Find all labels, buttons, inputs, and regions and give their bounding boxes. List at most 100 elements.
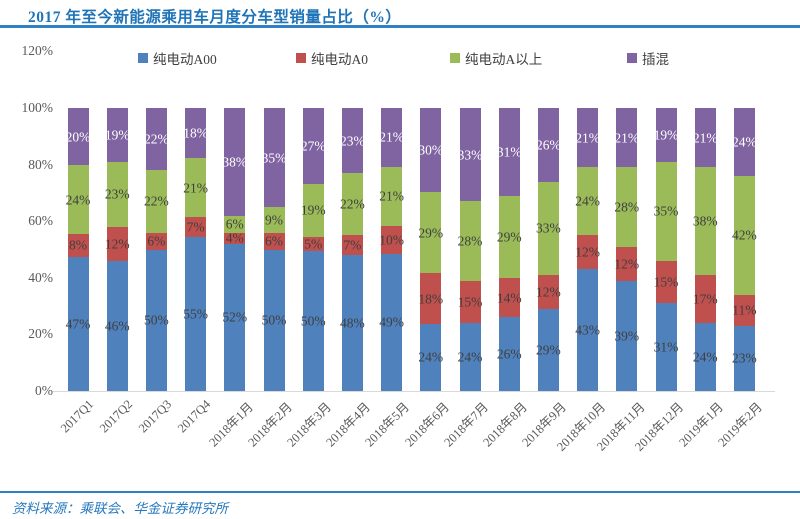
bar-segment: 12% (536, 274, 561, 309)
bar-value-label: 49% (379, 314, 404, 330)
legend-item: 纯电动A0 (296, 48, 368, 68)
bar-segment: 9% (263, 207, 285, 233)
bar-value-label: 17% (692, 291, 718, 307)
bar-value-label: 18% (183, 125, 208, 141)
bar-segment: 21% (575, 108, 600, 168)
bar-segment: 21% (693, 108, 718, 168)
legend-swatch-icon (450, 53, 460, 63)
bar-segment: 19% (654, 108, 678, 162)
bar-segment: 26% (536, 108, 561, 182)
bar-value-label: 28% (457, 233, 483, 249)
bar-segment: 33% (457, 108, 483, 202)
bar-value-label: 12% (536, 284, 561, 300)
bar-value-label: 29% (536, 342, 561, 358)
bar-segment: 38% (693, 167, 718, 275)
chart-title: 2017 年至今新能源乘用车月度分车型销量占比（%） (28, 9, 402, 26)
bar-value-label: 24% (65, 191, 91, 207)
bar-segment: 49% (379, 253, 404, 391)
stacked-bar: 55% 7% 21% 18% (183, 108, 208, 391)
bar-segment: 21% (379, 108, 404, 167)
bar-segment: 23% (732, 325, 757, 391)
stacked-bar: 29% 12% 33% 26% (536, 108, 561, 391)
bar-value-label: 29% (496, 229, 522, 245)
x-axis-label: 2018年1月 (205, 399, 256, 450)
x-axis-label: 2017Q4 (175, 397, 214, 436)
stacked-bar: 26% 14% 29% 31% (496, 108, 522, 391)
bar-segment: 29% (418, 192, 443, 274)
legend-label: 纯电动A00 (153, 52, 217, 67)
bar-segment: 24% (65, 165, 91, 234)
plot-area: 47% 8% 24% 20% 46% 12% 23% 19% 50% 6% 22% 22% 55% 7% 2… (0, 108, 800, 391)
y-axis-label: 20% (28, 326, 53, 342)
bar-value-label: 6% (147, 233, 166, 249)
x-axis-label: 2018年6月 (401, 399, 452, 450)
stacked-bar: 24% 17% 38% 21% (692, 108, 718, 391)
bar-value-label: 12% (614, 255, 640, 271)
bar-value-label: 23% (732, 350, 757, 366)
stacked-bar: 49% 10% 21% 21% (379, 108, 404, 391)
bar-value-label: 35% (653, 203, 679, 219)
bar-value-label: 8% (69, 237, 87, 253)
bar-value-label: 12% (104, 236, 130, 252)
x-axis-label: 2017Q2 (96, 397, 136, 436)
x-axis-label: 2018年3月 (284, 399, 334, 450)
bar-value-label: 21% (575, 129, 600, 145)
title-underline (0, 25, 800, 28)
legend-label: 纯电动A以上 (465, 52, 543, 67)
bar-value-label: 24% (732, 134, 757, 150)
bar-segment: 43% (575, 269, 600, 391)
bar-segment: 55% (183, 236, 208, 391)
x-axis-label: 2018年8月 (480, 399, 530, 450)
stacked-bar: 50% 5% 19% 27% (300, 108, 326, 391)
x-axis-label: 2018年4月 (323, 399, 374, 450)
bar-value-label: 4% (225, 230, 244, 246)
bar-value-label: 23% (340, 132, 365, 148)
bar-value-label: 26% (496, 346, 522, 362)
bar-segment: 15% (653, 260, 679, 304)
bar-value-label: 21% (614, 129, 640, 145)
legend-swatch-icon (627, 53, 637, 63)
y-axis-label: 40% (28, 269, 53, 285)
bar-value-label: 14% (496, 289, 522, 305)
bar-value-label: 22% (144, 193, 169, 209)
stacked-bar: 50% 6% 22% 22% (144, 108, 169, 391)
bar-value-label: 23% (104, 186, 130, 202)
bar-segment: 22% (144, 170, 169, 233)
legend-item: 纯电动A以上 (450, 48, 542, 68)
bar-segment: 28% (614, 167, 639, 247)
bar-value-label: 6% (225, 216, 244, 232)
bar-value-label: 33% (457, 146, 483, 162)
stacked-bar: 46% 12% 23% 19% (104, 108, 130, 391)
bar-value-label: 38% (222, 154, 248, 170)
bar-segment: 30% (418, 108, 443, 193)
legend-swatch-icon (296, 53, 306, 63)
bar-value-label: 50% (144, 312, 169, 328)
bar-segment: 15% (458, 280, 482, 324)
bar-segment: 24% (692, 323, 718, 391)
bar-value-label: 24% (692, 349, 718, 365)
bar-segment: 35% (653, 161, 679, 261)
bar-segment: 38% (222, 108, 248, 216)
stacked-bar: 39% 12% 28% 21% (614, 108, 640, 391)
bar-value-label: 12% (575, 244, 600, 260)
bar-segment: 31% (654, 303, 678, 391)
x-axis-label: 2018年11月 (593, 399, 648, 454)
bar-value-label: 50% (300, 313, 326, 329)
bar-value-label: 15% (653, 274, 679, 290)
bar-value-label: 21% (379, 188, 404, 204)
bar-segment: 29% (536, 308, 561, 391)
x-axis-label: 2018年10月 (554, 399, 609, 454)
stacked-bar: 50% 6% 9% 35% (262, 108, 286, 391)
bar-segment: 21% (183, 158, 208, 218)
bar-segment: 7% (341, 235, 363, 256)
bar-segment: 12% (614, 246, 640, 281)
bar-segment: 12% (104, 226, 130, 261)
bar-value-label: 42% (732, 227, 757, 243)
stacked-bar: 24% 18% 29% 30% (418, 108, 443, 391)
stacked-bar: 31% 15% 35% 19% (653, 108, 679, 391)
bar-value-label: 7% (186, 219, 205, 235)
bar-segment: 7% (185, 217, 207, 237)
bar-value-label: 26% (536, 137, 561, 153)
bar-segment: 52% (222, 243, 247, 391)
bar-value-label: 7% (343, 237, 362, 253)
